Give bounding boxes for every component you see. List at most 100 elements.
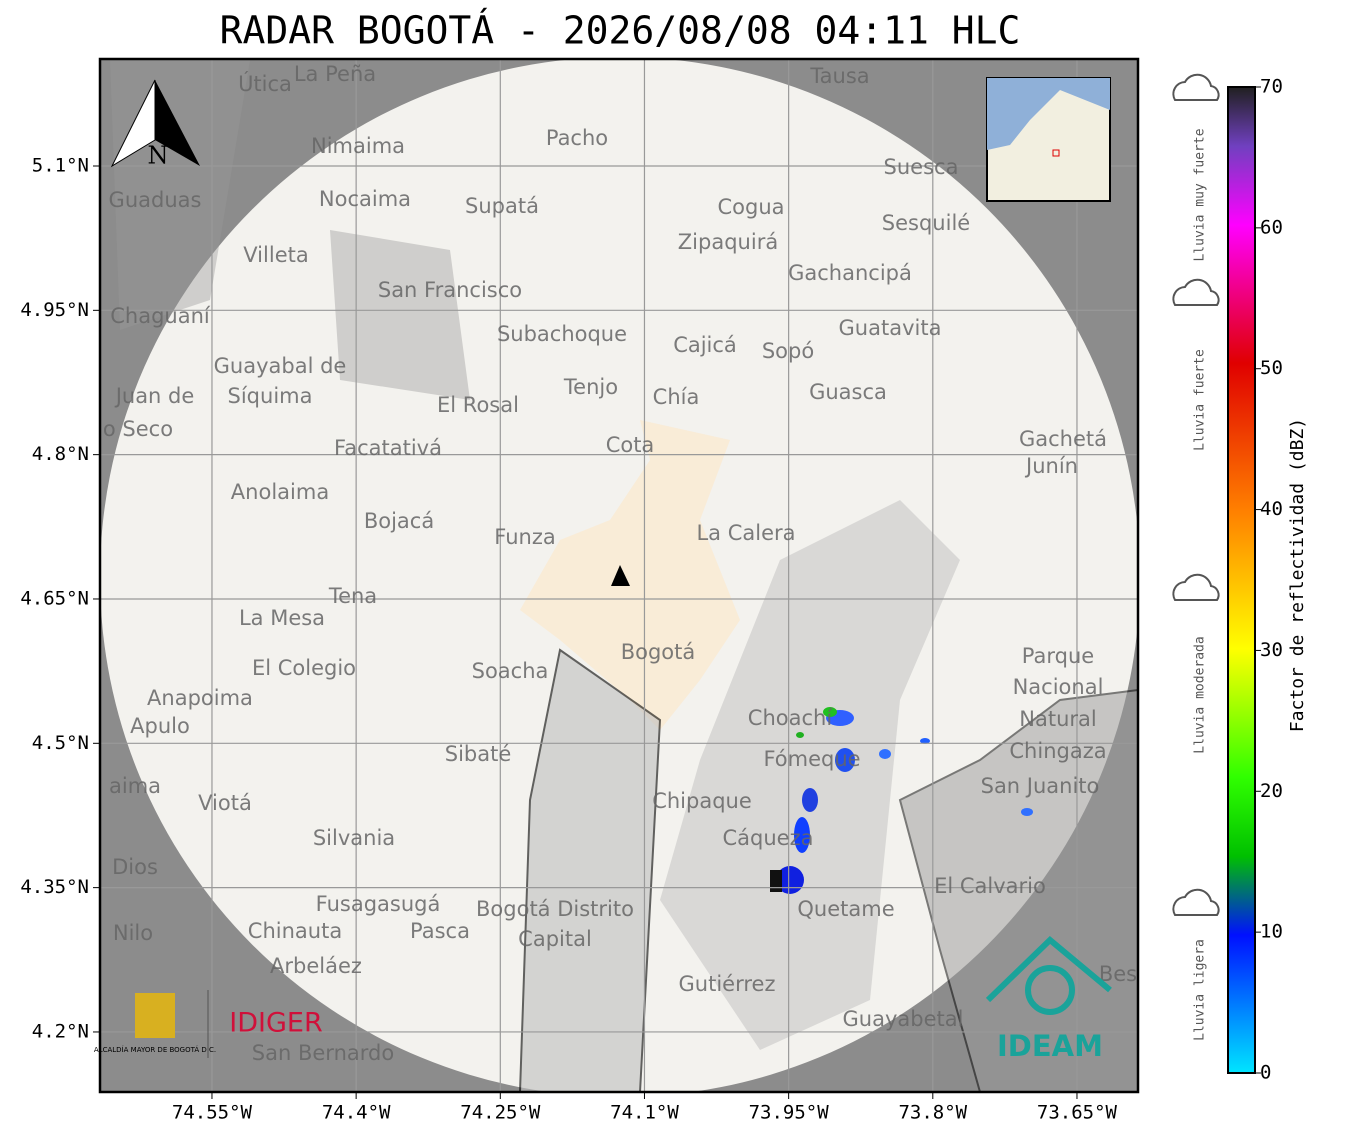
x-tick-label: 74.25°W	[460, 1102, 541, 1124]
north-label: N	[148, 142, 169, 170]
place-label: Nilo	[113, 921, 153, 945]
north-arrow	[155, 80, 200, 166]
place-label: Nacional	[1013, 675, 1104, 699]
place-label: Chía	[653, 385, 700, 409]
place-label: Sibaté	[445, 742, 512, 766]
x-tick-label: 73.95°W	[749, 1102, 830, 1124]
place-label: Arbeláez	[270, 954, 362, 978]
weather-icon	[1172, 278, 1220, 306]
place-label: Guayabetal	[843, 1007, 964, 1031]
colorbar-tick-label: 10	[1260, 921, 1283, 943]
x-tick-label: 73.65°W	[1037, 1102, 1118, 1124]
colorbar-tick-label: 40	[1260, 498, 1283, 520]
intensity-label: Lluvia muy fuerte	[1193, 128, 1208, 261]
terrain	[660, 500, 960, 1050]
colorbar-tick-label: 20	[1260, 780, 1283, 802]
ideam-roof	[985, 935, 1112, 1003]
place-label: Suesca	[884, 155, 959, 179]
intensity-label: Lluvia fuerte	[1193, 349, 1208, 451]
bogota-urban	[520, 420, 740, 730]
place-label: Fómeque	[763, 747, 860, 771]
title: RADAR BOGOTÁ - 2026/08/08 04:11 HLC	[220, 9, 1021, 53]
place-label: Chaguaní	[110, 304, 211, 328]
place-label: El Calvario	[934, 874, 1046, 898]
place-label: Subachoque	[497, 322, 627, 346]
place-label: Chingaza	[1009, 739, 1106, 763]
colorbar	[1227, 86, 1256, 1074]
place-label: Cáqueza	[723, 826, 814, 850]
place-label: Bogotá Distrito	[476, 897, 634, 921]
place-label: La Peña	[294, 62, 376, 86]
echoes	[770, 707, 1033, 894]
place-label: Parque	[1022, 644, 1094, 668]
place-label: o Seco	[103, 417, 173, 441]
place-label: Quetame	[797, 897, 894, 921]
colorbar-tick-label: 70	[1260, 76, 1283, 98]
colorbar-tick-label: 50	[1260, 357, 1283, 379]
place-label: Soacha	[472, 659, 549, 683]
colorbar-tick-label: 0	[1260, 1062, 1271, 1084]
weather-icon	[1172, 73, 1220, 101]
place-label: El Rosal	[437, 393, 519, 417]
place-label: Gutiérrez	[679, 972, 776, 996]
place-label: Villeta	[243, 243, 308, 267]
place-label: Anolaima	[231, 480, 329, 504]
place-label: Guayabal de	[214, 354, 347, 378]
place-label: Viotá	[198, 791, 252, 815]
place-label: Sesquilé	[882, 211, 970, 235]
place-label: Cota	[606, 433, 655, 457]
place-label: La Mesa	[239, 606, 325, 630]
place-label: Útica	[238, 71, 292, 96]
weather-icon	[1172, 573, 1220, 601]
ideam-logo: IDEAM	[997, 1029, 1103, 1063]
y-tick-label: 4.2°N	[32, 1020, 89, 1042]
place-label: Facatativá	[334, 436, 442, 460]
intensity-label: Lluvia moderada	[1193, 636, 1208, 753]
district	[518, 648, 662, 1092]
place-label: Zipaquirá	[678, 230, 778, 254]
y-tick-label: 4.8°N	[32, 443, 89, 465]
place-label: Pacho	[546, 126, 608, 150]
place-label: Bogotá	[621, 640, 696, 664]
place-label: Natural	[1019, 707, 1096, 731]
y-tick-label: 4.5°N	[32, 732, 89, 754]
intensity-label: Lluvia ligera	[1193, 939, 1208, 1041]
place-label: San Bernardo	[252, 1041, 394, 1065]
colorbar-ticks: 0 10 20 30 40 50 60 70	[1255, 76, 1283, 1084]
place-label: Fusagasugá	[316, 892, 441, 916]
x-tick-label: 73.8°W	[898, 1102, 967, 1124]
place-label: Nocaima	[319, 187, 411, 211]
place-label: Funza	[494, 525, 555, 549]
radar-site	[611, 565, 630, 586]
place-label: San Francisco	[378, 278, 522, 302]
place-label: Supatá	[465, 194, 539, 218]
place-label: Bojacá	[364, 509, 434, 533]
inset-box	[1052, 149, 1060, 157]
place-label: Gachetá	[1019, 427, 1107, 451]
place-label: Choachí	[748, 706, 834, 730]
place-label: Cajicá	[673, 333, 737, 357]
x-tick-label: 74.4°W	[322, 1102, 391, 1124]
colorbar-label: Factor de reflectividad (dBZ)	[1287, 418, 1308, 732]
place-label: Anapoima	[147, 686, 253, 710]
place-label: La Calera	[696, 521, 795, 545]
place-label: Tena	[328, 584, 377, 608]
map-frame	[98, 57, 1140, 1094]
grid	[100, 59, 1138, 1092]
place-label: Juan de	[114, 384, 195, 408]
alcaldia-shield	[135, 993, 175, 1038]
weather-icon	[1172, 888, 1220, 916]
alcaldia-label: ALCALDÍA MAYOR DE BOGOTÁ D.C.	[94, 1045, 216, 1054]
place-label: Pasca	[410, 919, 470, 943]
idiger-logo: IDIGER	[229, 1008, 322, 1039]
place-label: Nimaima	[311, 134, 405, 158]
x-tick-label: 74.1°W	[610, 1102, 679, 1124]
department	[898, 688, 1138, 1092]
place-label: Guasca	[809, 380, 887, 404]
terrain	[110, 60, 470, 400]
place-label: Capital	[518, 927, 592, 951]
place-label: Cogua	[717, 195, 784, 219]
